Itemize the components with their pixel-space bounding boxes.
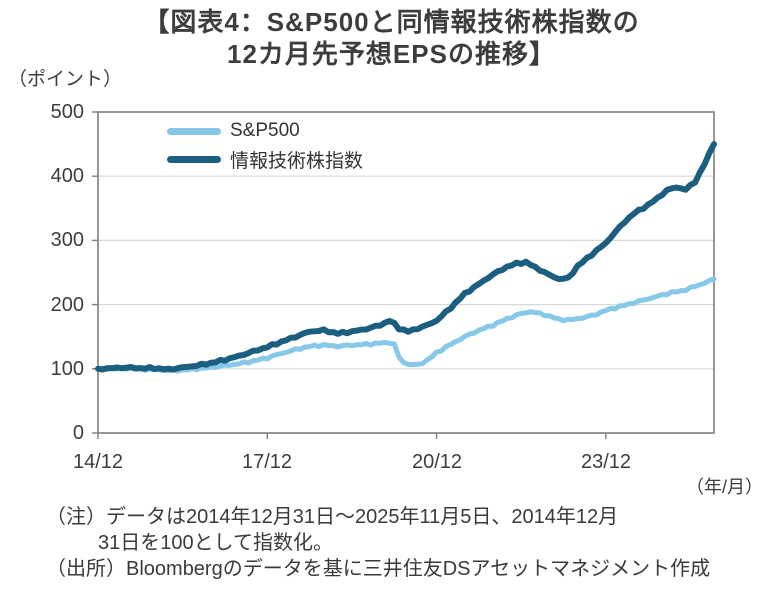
page-title-line2: 12カ月先予想EPSの推移】 bbox=[227, 39, 556, 69]
legend-label-sp500: S&P500 bbox=[230, 120, 300, 141]
legend-label-it-index: 情報技術株指数 bbox=[230, 150, 364, 172]
x-tick-label-23-12: 23/12 bbox=[580, 451, 632, 473]
footnotes: （注）データは2014年12月31日～2025年11月5日、2014年12月 3… bbox=[46, 504, 710, 582]
x-tick-label-14-12: 14/12 bbox=[72, 451, 124, 473]
legend: S&P500 情報技術株指数 bbox=[167, 117, 363, 173]
note-line-1: （注）データは2014年12月31日～2025年11月5日、2014年12月 bbox=[46, 506, 619, 528]
legend-item-it-index: 情報技術株指数 bbox=[167, 145, 363, 173]
y-tick-label-400: 400 bbox=[50, 165, 84, 187]
page-title: 【図表4：S&P500と同情報技術株指数の 12カ月先予想EPSの推移】 bbox=[0, 6, 783, 70]
source-line: （出所）Bloombergのデータを基に三井住友DSアセットマネジメント作成 bbox=[46, 558, 711, 580]
y-tick-label-200: 200 bbox=[50, 294, 84, 316]
x-tick-label-20-12: 20/12 bbox=[411, 451, 463, 473]
note-line-2: 31日を100として指数化。 bbox=[98, 532, 334, 554]
y-tick-label-300: 300 bbox=[50, 229, 84, 251]
it-index-line-swatch bbox=[167, 155, 221, 163]
page-title-line1: 【図表4：S&P500と同情報技術株指数の bbox=[143, 7, 640, 37]
legend-item-sp500: S&P500 bbox=[167, 117, 363, 145]
y-tick-label-0: 0 bbox=[72, 422, 84, 444]
y-axis-unit-label: （ポイント） bbox=[8, 69, 123, 90]
y-tick-label-500: 500 bbox=[50, 101, 84, 123]
x-axis-unit-label: （年/月） bbox=[685, 477, 763, 497]
y-tick-label-100: 100 bbox=[50, 358, 84, 380]
x-tick-label-17-12: 17/12 bbox=[241, 451, 293, 473]
sp500-line-swatch bbox=[167, 127, 221, 135]
